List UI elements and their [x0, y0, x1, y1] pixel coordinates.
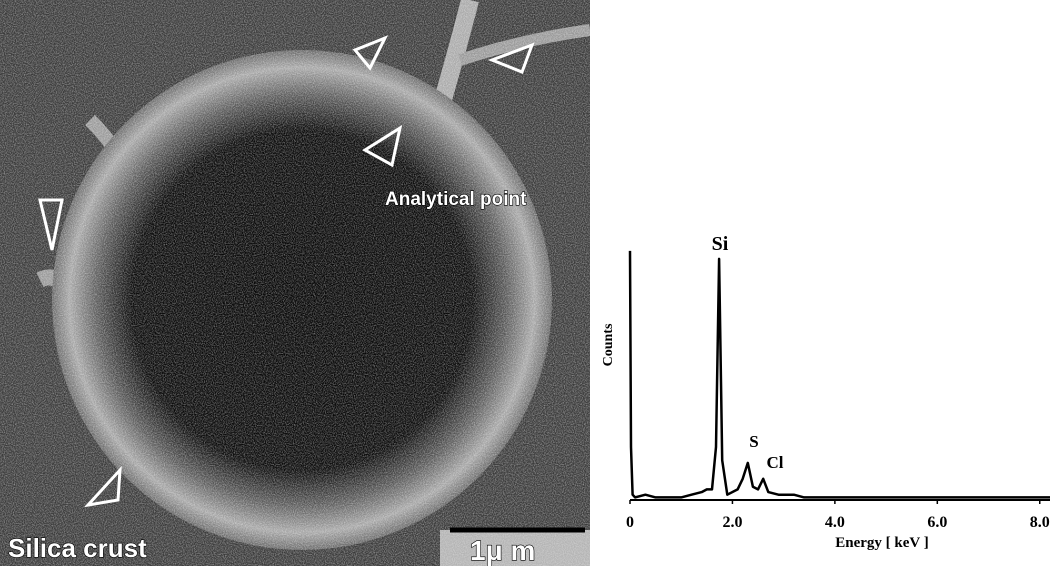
y-axis-label: Counts — [601, 323, 616, 366]
peak-label: Cl — [767, 453, 784, 472]
x-tick-label: 4.0 — [825, 514, 845, 531]
scale-bar-label: 1μ m — [470, 535, 535, 566]
x-tick-label: 0 — [626, 514, 634, 531]
x-axis-label: Energy [ keV ] — [835, 535, 928, 551]
peak-label: S — [749, 432, 758, 451]
figure: Analytical point Silica crust 1μ m Count… — [0, 0, 1056, 566]
image-label: Analytical point — [385, 189, 527, 210]
x-tick-label: 6.0 — [927, 514, 947, 531]
x-tick-label: 2.0 — [722, 514, 742, 531]
image-label: Silica crust — [8, 533, 147, 563]
peak-label: Si — [712, 233, 729, 255]
sem-image: Analytical point Silica crust 1μ m — [0, 0, 590, 566]
spectrum-line — [630, 251, 1050, 498]
x-tick-label: 8.0 — [1030, 514, 1050, 531]
